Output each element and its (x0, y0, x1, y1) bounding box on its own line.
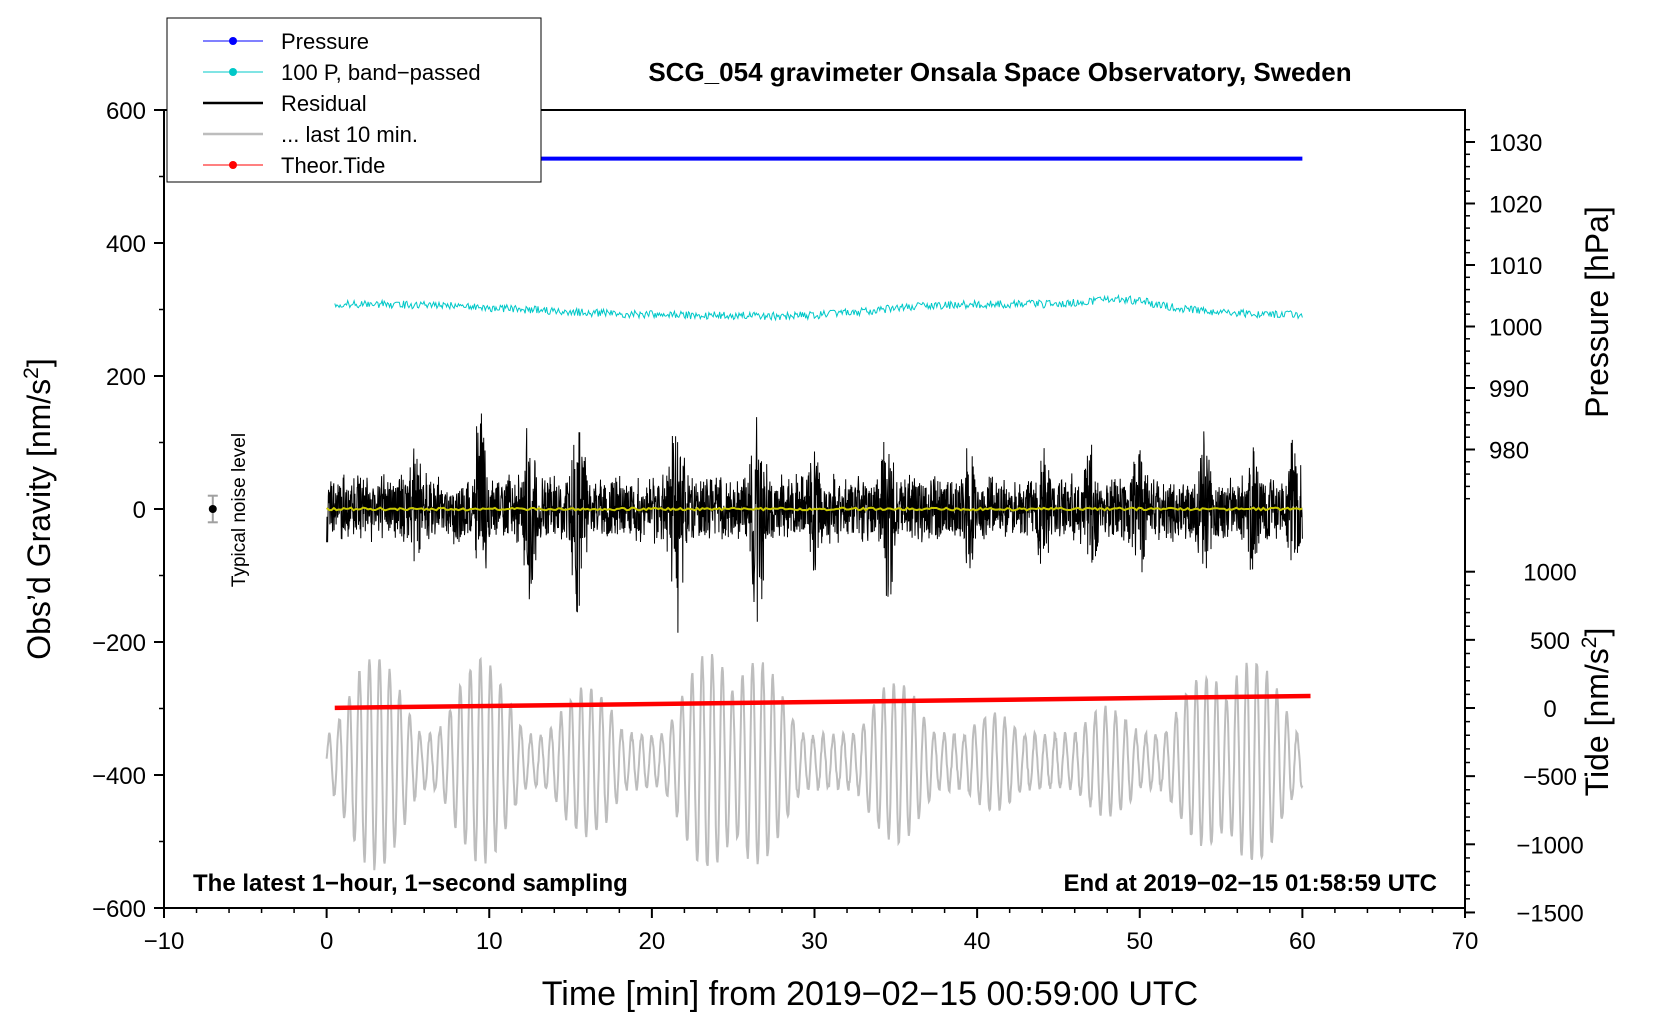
pressure-tick-label: 980 (1489, 438, 1529, 465)
legend-marker (229, 37, 237, 45)
tide-axis-label: Tide [nm/s2] (1578, 628, 1615, 797)
tide-tick-label: 1000 (1523, 560, 1576, 587)
x-axis-label: Time [min] from 2019−02−15 00:59:00 UTC (542, 975, 1198, 1013)
tide-tick-label: −500 (1523, 764, 1577, 791)
tide-tick-label: 0 (1543, 696, 1556, 723)
y-axis-label: Obs’d Gravity [nm/s2] (20, 358, 57, 660)
legend-label: 100 P, band−passed (281, 60, 481, 85)
x-tick-label: 60 (1289, 928, 1316, 955)
x-tick-label: 20 (639, 928, 666, 955)
y-tick-label: −200 (92, 630, 146, 657)
legend-label: Theor.Tide (281, 153, 385, 178)
end-time-note: End at 2019−02−15 01:58:59 UTC (1063, 870, 1437, 897)
bandpassed-pressure-series (334, 293, 1303, 322)
legend-label: Residual (281, 91, 367, 116)
pressure-tick-label: 1000 (1489, 315, 1542, 342)
legend-label: ... last 10 min. (281, 122, 418, 147)
y-axis-pressure: 1030 1020 1010 1000 990 980 (1465, 128, 1542, 500)
y-axis-left: 600 400 200 0 −200 −400 −600 (92, 98, 164, 923)
chart-title: SCG_054 gravimeter Onsala Space Observat… (648, 57, 1351, 87)
residual-mean-line (325, 506, 1303, 512)
pressure-tick-label: 1010 (1489, 253, 1542, 280)
theoretical-tide-series (334, 693, 1311, 711)
y-tick-label: 600 (106, 98, 146, 125)
y-tick-label: 200 (106, 364, 146, 391)
noise-point (208, 505, 217, 513)
last-10-min-line (325, 653, 1304, 871)
tide-tick-label: −1500 (1516, 900, 1583, 927)
legend-label: Pressure (281, 29, 369, 54)
y-tick-label: 400 (106, 231, 146, 258)
pressure-tick-label: 990 (1489, 376, 1529, 403)
y-tick-label: −600 (92, 896, 146, 923)
legend-marker (229, 68, 237, 76)
theoretical-tide-line (334, 693, 1311, 711)
residual-line (326, 413, 1303, 633)
noise-level-label: Typical noise level (229, 433, 250, 587)
x-tick-label: 70 (1452, 928, 1479, 955)
bandpassed-pressure-line (334, 293, 1303, 322)
x-tick-label: 40 (964, 928, 991, 955)
last-10-min-series (325, 653, 1304, 871)
y-axis-tide: 1000 500 0 −500 −1000 −1500 (1465, 560, 1584, 927)
sampling-note: The latest 1−hour, 1−second sampling (193, 870, 628, 897)
y-tick-label: 0 (133, 497, 146, 524)
tide-tick-label: −1000 (1516, 832, 1583, 859)
x-tick-label: 0 (320, 928, 333, 955)
residual-series (326, 413, 1303, 633)
residual-mean-series (325, 506, 1303, 512)
legend: Pressure 100 P, band−passed Residual ... la… (166, 17, 542, 183)
x-tick-label: 30 (801, 928, 828, 955)
pressure-tick-label: 1030 (1489, 130, 1542, 157)
x-tick-label: −10 (144, 928, 185, 955)
x-tick-label: 10 (476, 928, 503, 955)
tide-tick-label: 500 (1530, 628, 1570, 655)
x-axis: −10 0 10 20 30 40 50 60 70 (144, 908, 1479, 955)
legend-box (166, 17, 542, 183)
pressure-tick-label: 1020 (1489, 192, 1542, 219)
noise-level-marker (207, 494, 218, 524)
y-tick-label: −400 (92, 763, 146, 790)
x-tick-label: 50 (1126, 928, 1153, 955)
legend-marker (229, 161, 237, 169)
pressure-axis-label: Pressure [hPa] (1579, 206, 1615, 418)
